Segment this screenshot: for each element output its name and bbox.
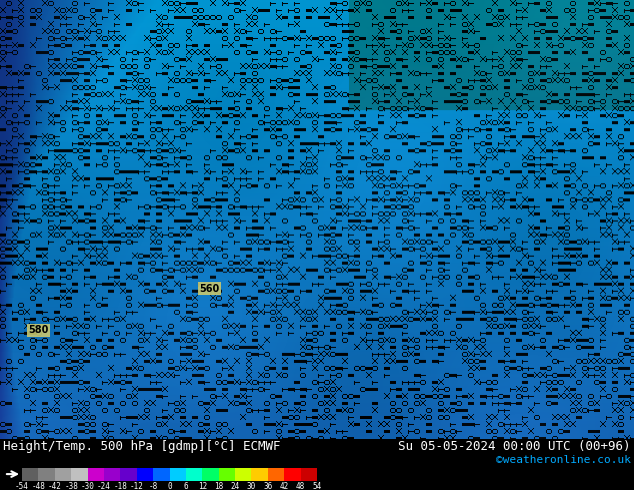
Text: Height/Temp. 500 hPa [gdmp][°C] ECMWF: Height/Temp. 500 hPa [gdmp][°C] ECMWF: [3, 441, 280, 453]
Bar: [22, 467, 39, 481]
Bar: [202, 467, 219, 481]
Bar: [219, 467, 235, 481]
Bar: [55, 467, 71, 481]
Bar: [268, 467, 284, 481]
Text: 580: 580: [29, 325, 49, 335]
Text: 6: 6: [184, 482, 188, 490]
Text: 30: 30: [247, 482, 256, 490]
Bar: [252, 467, 268, 481]
Bar: [169, 467, 186, 481]
Bar: [120, 467, 137, 481]
Text: 560: 560: [200, 284, 220, 294]
Bar: [39, 467, 55, 481]
Text: -42: -42: [48, 482, 61, 490]
Text: 24: 24: [230, 482, 240, 490]
Text: 18: 18: [214, 482, 223, 490]
Text: 36: 36: [263, 482, 273, 490]
Bar: [284, 467, 301, 481]
Text: 54: 54: [313, 482, 321, 490]
Text: 0: 0: [167, 482, 172, 490]
Bar: [186, 467, 202, 481]
Bar: [301, 467, 317, 481]
Text: -8: -8: [148, 482, 158, 490]
Text: 42: 42: [280, 482, 289, 490]
Text: -30: -30: [81, 482, 94, 490]
Bar: [71, 467, 87, 481]
Text: -48: -48: [32, 482, 45, 490]
Text: -24: -24: [97, 482, 111, 490]
Bar: [153, 467, 169, 481]
Bar: [137, 467, 153, 481]
Bar: [235, 467, 252, 481]
Bar: [87, 467, 104, 481]
Bar: [104, 467, 120, 481]
Text: -12: -12: [130, 482, 144, 490]
Text: 12: 12: [198, 482, 207, 490]
Text: -18: -18: [113, 482, 127, 490]
Text: ©weatheronline.co.uk: ©weatheronline.co.uk: [496, 455, 631, 466]
Text: 48: 48: [296, 482, 305, 490]
Text: -54: -54: [15, 482, 29, 490]
Text: Su 05-05-2024 00:00 UTC (00+96): Su 05-05-2024 00:00 UTC (00+96): [399, 441, 631, 453]
Text: -38: -38: [64, 482, 78, 490]
